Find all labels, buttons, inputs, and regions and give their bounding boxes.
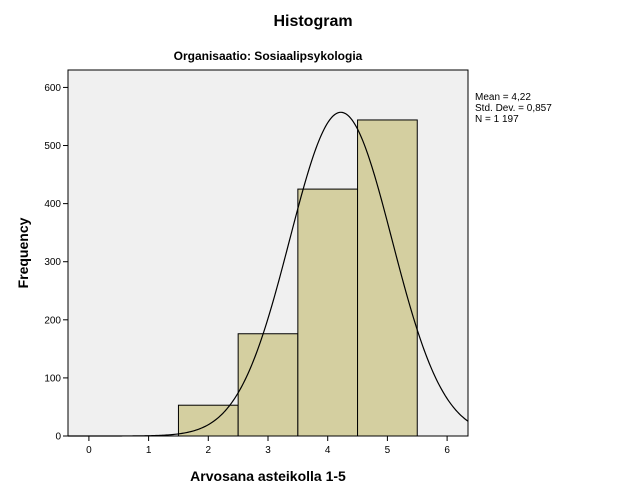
histogram-bar-0 bbox=[177, 404, 239, 437]
y-axis-label: Frequency bbox=[15, 217, 31, 288]
x-axis: 0 1 2 3 4 5 6 bbox=[86, 436, 450, 456]
stats-n: N = 1 197 bbox=[475, 114, 519, 125]
histogram-bar-1 bbox=[237, 333, 299, 437]
x-tick-label-6: 6 bbox=[444, 445, 450, 456]
chart-subtitle: Organisaatio: Sosiaalipsykologia bbox=[173, 49, 363, 63]
x-tick-label-4: 4 bbox=[325, 445, 331, 456]
x-axis-label: Arvosana asteikolla 1-5 bbox=[190, 468, 346, 484]
stats-mean: Mean = 4,22 bbox=[475, 92, 531, 103]
histogram-bar-2 bbox=[297, 188, 359, 437]
y-tick-label-5: 500 bbox=[44, 141, 61, 152]
y-tick-label-0: 0 bbox=[55, 432, 61, 443]
chart-title: Histogram bbox=[273, 13, 353, 30]
y-tick-label-3: 300 bbox=[44, 257, 61, 268]
y-axis: 0 100 200 300 400 500 600 bbox=[44, 83, 68, 443]
y-tick-label-2: 200 bbox=[44, 315, 61, 326]
histogram-bar-3 bbox=[357, 119, 418, 437]
x-tick-label-0: 0 bbox=[86, 445, 92, 456]
x-tick-label-5: 5 bbox=[385, 445, 391, 456]
x-tick-label-1: 1 bbox=[146, 445, 152, 456]
y-tick-label-6: 600 bbox=[44, 83, 61, 94]
x-tick-label-2: 2 bbox=[206, 445, 212, 456]
y-tick-label-1: 100 bbox=[44, 373, 61, 384]
normal-curve bbox=[68, 111, 469, 437]
stats-std-dev: Std. Dev. = 0,857 bbox=[475, 103, 552, 114]
bars-group bbox=[177, 119, 418, 437]
y-tick-label-4: 400 bbox=[44, 199, 61, 210]
stats-legend: Mean = 4,22 Std. Dev. = 0,857 N = 1 197 bbox=[475, 92, 552, 125]
x-tick-label-3: 3 bbox=[265, 445, 271, 456]
